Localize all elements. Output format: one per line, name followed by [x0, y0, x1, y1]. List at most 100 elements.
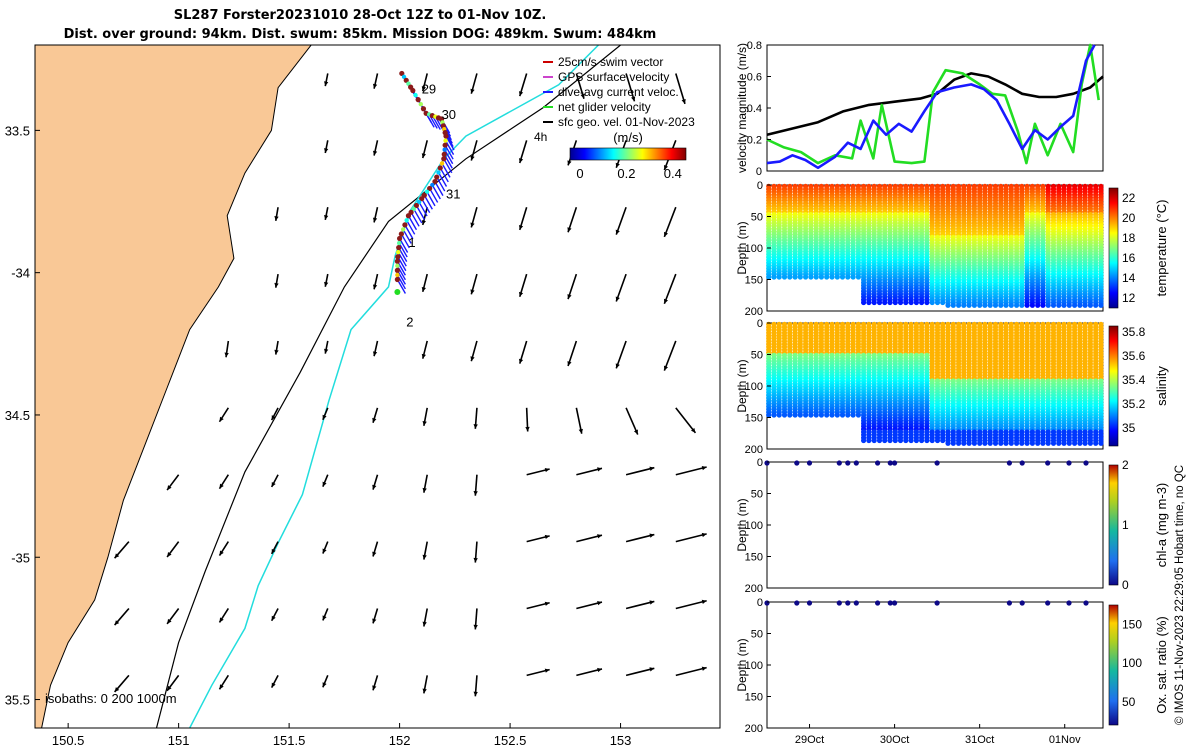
- geo-vector-arrowhead: [580, 93, 585, 99]
- legend-entry: 25cm/s swim vector: [558, 55, 663, 69]
- speed-colorbar: [569, 147, 687, 161]
- section-sample-point: [1008, 302, 1014, 308]
- colorbar-tick-label: 14: [1122, 271, 1136, 285]
- section-sample-point: [966, 440, 972, 446]
- net-velocity-point: [395, 263, 400, 269]
- section-sample-point: [839, 412, 846, 418]
- net-velocity-point: [442, 147, 447, 152]
- dive-avg-current-vector: [400, 233, 410, 249]
- section-sample-point: [897, 299, 904, 306]
- geo-vector-arrow: [675, 73, 686, 105]
- geo-vector-arrowhead: [421, 286, 426, 292]
- geo-vector-arrow: [675, 407, 697, 434]
- section-sample-point: [903, 299, 909, 306]
- section-sample-point: [924, 299, 930, 306]
- section-sample-point: [1014, 302, 1020, 308]
- swim-vector-marker: [403, 77, 409, 83]
- geo-vector-arrowhead: [114, 687, 120, 692]
- y-tick-label: 35.5: [5, 693, 30, 708]
- section-sample-point: [929, 299, 935, 306]
- geo-vector-arrow: [625, 667, 655, 677]
- section-sample-point: [934, 299, 941, 306]
- geo-vector-arrowhead: [219, 550, 224, 556]
- geo-vector-arrow: [663, 340, 677, 371]
- section-sample-point: [866, 299, 872, 306]
- geo-vector-arrowhead: [167, 485, 172, 491]
- section-sample-point: [982, 302, 988, 308]
- y-tick-label: 0.8: [747, 40, 762, 52]
- section-sample-point: [1082, 302, 1088, 308]
- section-sample-point: [924, 437, 930, 444]
- section-sample-point: [897, 437, 904, 444]
- section-sample-point: [771, 274, 777, 280]
- section-sample-point: [803, 274, 809, 280]
- section-sample-point: [1072, 302, 1078, 308]
- net-velocity-point: [411, 206, 416, 212]
- swim-vector-marker: [399, 70, 405, 77]
- geo-vector-arrowhead: [649, 600, 655, 605]
- y-tick-label: 33.5: [5, 123, 30, 138]
- isobath-1000m-line: [189, 45, 600, 728]
- dive-avg-current-vector: [421, 198, 431, 214]
- geo-vector-arrowhead: [372, 685, 377, 691]
- y-tick-label: 34.5: [5, 408, 30, 423]
- geo-vector-arrow: [625, 533, 655, 543]
- section-sample-point: [1024, 302, 1030, 308]
- y-tick-label: 0.4: [747, 103, 762, 115]
- section-sample-point: [919, 437, 925, 444]
- colorbar-tick-label: 0.4: [664, 166, 682, 181]
- net-velocity-point: [396, 249, 401, 255]
- section-sample-point: [824, 274, 830, 280]
- section-sample-point: [771, 412, 777, 418]
- dive-avg-current-vector: [444, 149, 454, 165]
- geo-vector-arrowhead: [271, 682, 276, 688]
- section-sample-point: [808, 412, 814, 418]
- section-sample-point: [1019, 302, 1025, 308]
- geo-vector-arrowhead: [567, 361, 572, 367]
- section-sample-point: [1024, 440, 1030, 446]
- geo-vector-arrowhead: [701, 599, 707, 604]
- geo-vector-arrowhead: [372, 551, 377, 557]
- section-sample-point: [940, 299, 946, 306]
- geo-vector-arrowhead: [567, 294, 572, 300]
- geo-vector-arrow: [663, 273, 677, 305]
- swim-vector-marker: [427, 185, 433, 192]
- geo-vector-arrowhead: [322, 414, 327, 420]
- x-tick-label: 151.5: [273, 733, 306, 748]
- section-sample-point: [908, 437, 914, 444]
- section-sample-point: [919, 299, 925, 306]
- geo-vector-arrowhead: [422, 487, 427, 493]
- legend-entry: GPS surface velocity: [558, 70, 669, 84]
- geo-vector-arrowhead: [421, 153, 426, 159]
- geo-vector-arrowhead: [219, 617, 224, 623]
- colorbar-tick-label: 0: [576, 166, 583, 181]
- velocity-y-axis: 00.20.40.60.8: [747, 40, 771, 178]
- section-sample-point: [797, 412, 803, 418]
- geo-vector-arrowhead: [518, 158, 524, 164]
- dive-avg-current-vector: [396, 260, 406, 276]
- section-sample-point: [787, 412, 793, 418]
- geo-vector-arrow: [625, 407, 639, 435]
- swim-vector-marker: [413, 202, 419, 209]
- section-sample-point: [1050, 302, 1057, 308]
- geo-vector-arrow: [663, 206, 677, 238]
- geo-vector-arrow: [675, 533, 707, 543]
- geo-vector-arrowhead: [597, 601, 602, 606]
- x-tick-label: 152: [389, 733, 411, 748]
- swim-vector-marker: [410, 87, 416, 94]
- section-sample-point: [998, 440, 1004, 446]
- geo-vector-arrowhead: [422, 621, 427, 627]
- section-sample-point: [845, 274, 851, 280]
- geo-vector-arrow: [675, 666, 707, 677]
- geo-vector-arrowhead: [578, 428, 583, 434]
- dive-avg-current-vector: [439, 167, 449, 183]
- geo-vector-arrowhead: [518, 291, 524, 297]
- geo-vector-arrowhead: [615, 363, 620, 369]
- geo-vector-arrowhead: [690, 427, 696, 433]
- dive-avg-current-vector: [443, 158, 453, 174]
